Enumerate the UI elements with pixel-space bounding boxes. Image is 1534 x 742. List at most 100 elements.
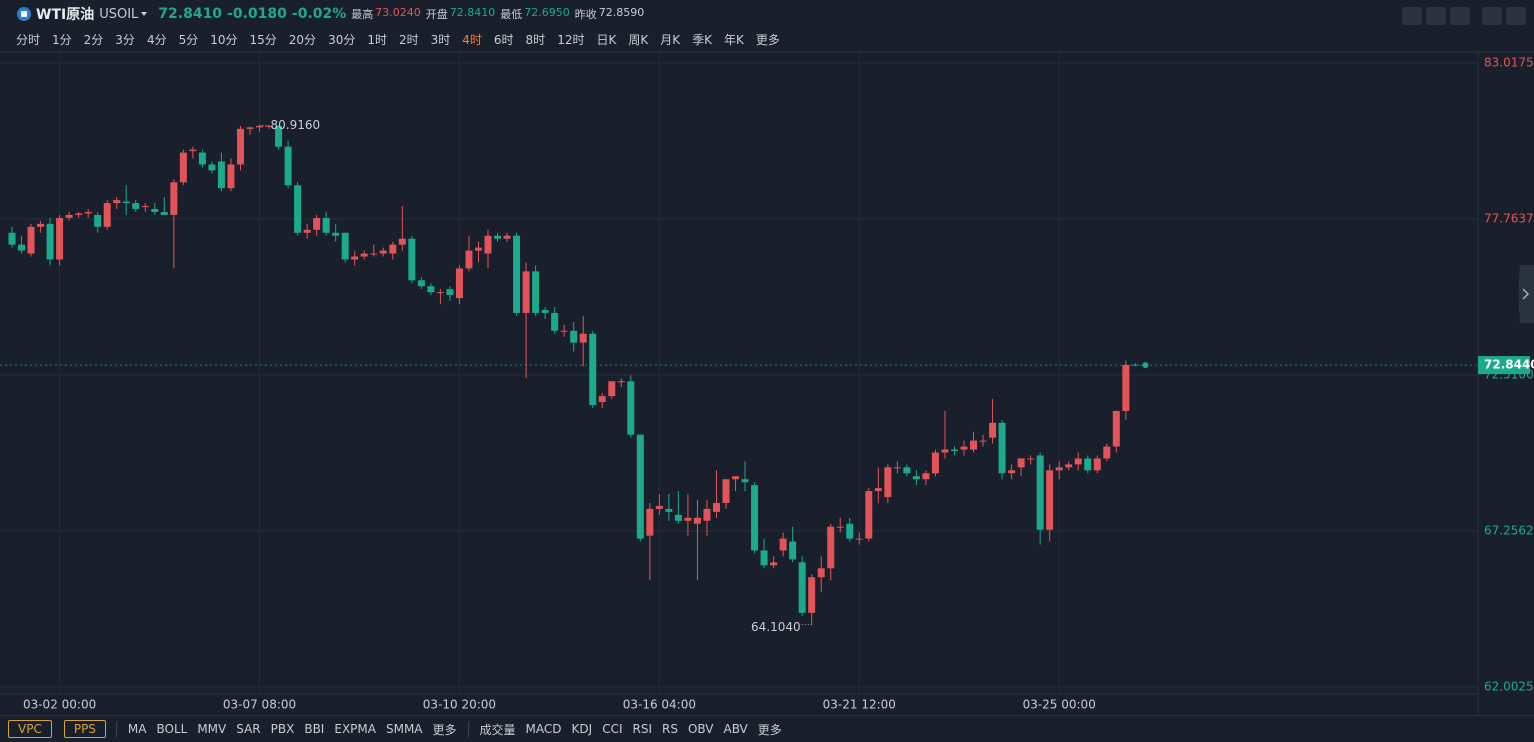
main-indicator[interactable]: MA bbox=[128, 722, 147, 736]
candle-body bbox=[313, 218, 320, 230]
main-indicator-toggle[interactable]: VPC bbox=[8, 720, 52, 738]
main-indicator[interactable]: PBX bbox=[271, 722, 295, 736]
timeframe-tab[interactable]: 5分 bbox=[179, 31, 199, 48]
candle-body bbox=[342, 233, 349, 260]
timeframe-tab[interactable]: 30分 bbox=[328, 31, 355, 48]
candle-body bbox=[789, 542, 796, 560]
candle-body bbox=[1075, 458, 1082, 464]
candle-body bbox=[608, 381, 615, 396]
timeframe-tab[interactable]: 分时 bbox=[16, 31, 40, 48]
main-indicator[interactable]: EXPMA bbox=[334, 722, 376, 736]
candle-body bbox=[256, 126, 263, 127]
timeframe-tab[interactable]: 日K bbox=[596, 31, 616, 48]
timeframe-tab[interactable]: 2时 bbox=[399, 31, 419, 48]
timeframe-tab[interactable]: 年K bbox=[724, 31, 744, 48]
candle-body bbox=[370, 254, 377, 255]
timeframe-tab[interactable]: 3分 bbox=[115, 31, 135, 48]
candle-body bbox=[9, 233, 16, 245]
candle-body bbox=[1065, 464, 1072, 467]
candle-body bbox=[532, 271, 539, 313]
symbol-code[interactable]: USOIL bbox=[99, 7, 138, 22]
candle-body bbox=[856, 539, 863, 540]
sub-indicator[interactable]: MACD bbox=[526, 722, 562, 736]
candle-body bbox=[580, 334, 587, 343]
candle-body bbox=[646, 509, 653, 536]
tool-button[interactable] bbox=[1426, 7, 1446, 25]
sub-indicator[interactable]: 成交量 bbox=[480, 721, 516, 738]
candle-body bbox=[151, 209, 158, 212]
timeframe-tab[interactable]: 1分 bbox=[52, 31, 72, 48]
symbol-name: WTI原油 bbox=[36, 4, 94, 24]
candle-body bbox=[75, 213, 82, 214]
tool-button[interactable] bbox=[1402, 7, 1422, 25]
candle-body bbox=[780, 539, 787, 551]
sub-indicator[interactable]: CCI bbox=[602, 722, 622, 736]
candle-body bbox=[456, 268, 463, 298]
stat-label: 开盘 bbox=[426, 6, 448, 22]
stat-label: 最低 bbox=[500, 6, 522, 22]
main-indicator-toggle[interactable]: PPS bbox=[64, 720, 106, 738]
candle-body bbox=[732, 476, 739, 479]
candle-body bbox=[627, 381, 634, 434]
candle-body bbox=[618, 381, 625, 382]
main-indicator[interactable]: MMV bbox=[197, 722, 226, 736]
tool-button[interactable] bbox=[1482, 7, 1502, 25]
timeframe-tab[interactable]: 2分 bbox=[84, 31, 104, 48]
timeframe-tab[interactable]: 4分 bbox=[147, 31, 167, 48]
timeframe-tab[interactable]: 8时 bbox=[526, 31, 546, 48]
last-price-dot bbox=[1142, 362, 1148, 368]
main-indicator[interactable]: 更多 bbox=[433, 721, 457, 738]
main-indicator[interactable]: BBI bbox=[304, 722, 324, 736]
sub-indicator[interactable]: OBV bbox=[688, 722, 714, 736]
sub-indicator[interactable]: RSI bbox=[632, 722, 652, 736]
symbol-icon bbox=[16, 6, 32, 22]
candle-body bbox=[846, 524, 853, 539]
candle-body bbox=[551, 313, 558, 331]
timeframe-tab[interactable]: 10分 bbox=[210, 31, 237, 48]
main-indicator[interactable]: SAR bbox=[236, 722, 260, 736]
timeframe-tab[interactable]: 更多 bbox=[756, 31, 780, 48]
candle-body bbox=[951, 450, 958, 451]
y-tick-label: 67.2562 bbox=[1484, 524, 1534, 538]
candle-body bbox=[208, 164, 215, 170]
candle-body bbox=[922, 473, 929, 479]
y-tick-label: 62.0025 bbox=[1484, 680, 1534, 694]
candle-body bbox=[418, 280, 425, 286]
timeframe-tab[interactable]: 6时 bbox=[494, 31, 514, 48]
candle-body bbox=[189, 150, 196, 151]
candle-body bbox=[475, 248, 482, 251]
price-change: -0.0180 bbox=[227, 6, 287, 22]
timeframe-tab[interactable]: 月K bbox=[660, 31, 680, 48]
candle-body bbox=[989, 423, 996, 438]
sub-indicator[interactable]: KDJ bbox=[572, 722, 593, 736]
timeframe-tab[interactable]: 4时 bbox=[462, 31, 482, 48]
sub-indicator[interactable]: ABV bbox=[723, 722, 747, 736]
separator bbox=[116, 721, 117, 737]
timeframe-tab[interactable]: 15分 bbox=[250, 31, 277, 48]
tool-button[interactable] bbox=[1506, 7, 1526, 25]
timeframe-tab[interactable]: 12时 bbox=[557, 31, 584, 48]
timeframe-tab[interactable]: 20分 bbox=[289, 31, 316, 48]
side-panel-tab[interactable] bbox=[1519, 265, 1534, 323]
candle-body bbox=[827, 527, 834, 569]
timeframe-tab[interactable]: 3时 bbox=[431, 31, 451, 48]
candle-body bbox=[237, 129, 244, 165]
sub-indicator[interactable]: RS bbox=[662, 722, 678, 736]
timeframe-tab[interactable]: 周K bbox=[628, 31, 648, 48]
candle-body bbox=[351, 257, 358, 260]
main-indicator[interactable]: BOLL bbox=[156, 722, 187, 736]
candle-body bbox=[865, 491, 872, 539]
timeframe-tab[interactable]: 季K bbox=[692, 31, 712, 48]
indicator-bar: VPC PPS MA BOLL MMV SAR PBX BBI EXPMA SMMA 更多 成交量 MA… bbox=[0, 715, 1534, 742]
tool-button[interactable] bbox=[1450, 7, 1470, 25]
candle-body bbox=[1008, 470, 1015, 473]
main-indicator[interactable]: SMMA bbox=[386, 722, 423, 736]
candle-body bbox=[684, 518, 691, 521]
candle-body bbox=[132, 203, 139, 209]
sub-indicator[interactable]: 更多 bbox=[758, 721, 782, 738]
timeframe-tab[interactable]: 1时 bbox=[367, 31, 387, 48]
candle-body bbox=[113, 200, 120, 203]
candle-body bbox=[56, 218, 63, 260]
candle-body bbox=[1113, 411, 1120, 447]
